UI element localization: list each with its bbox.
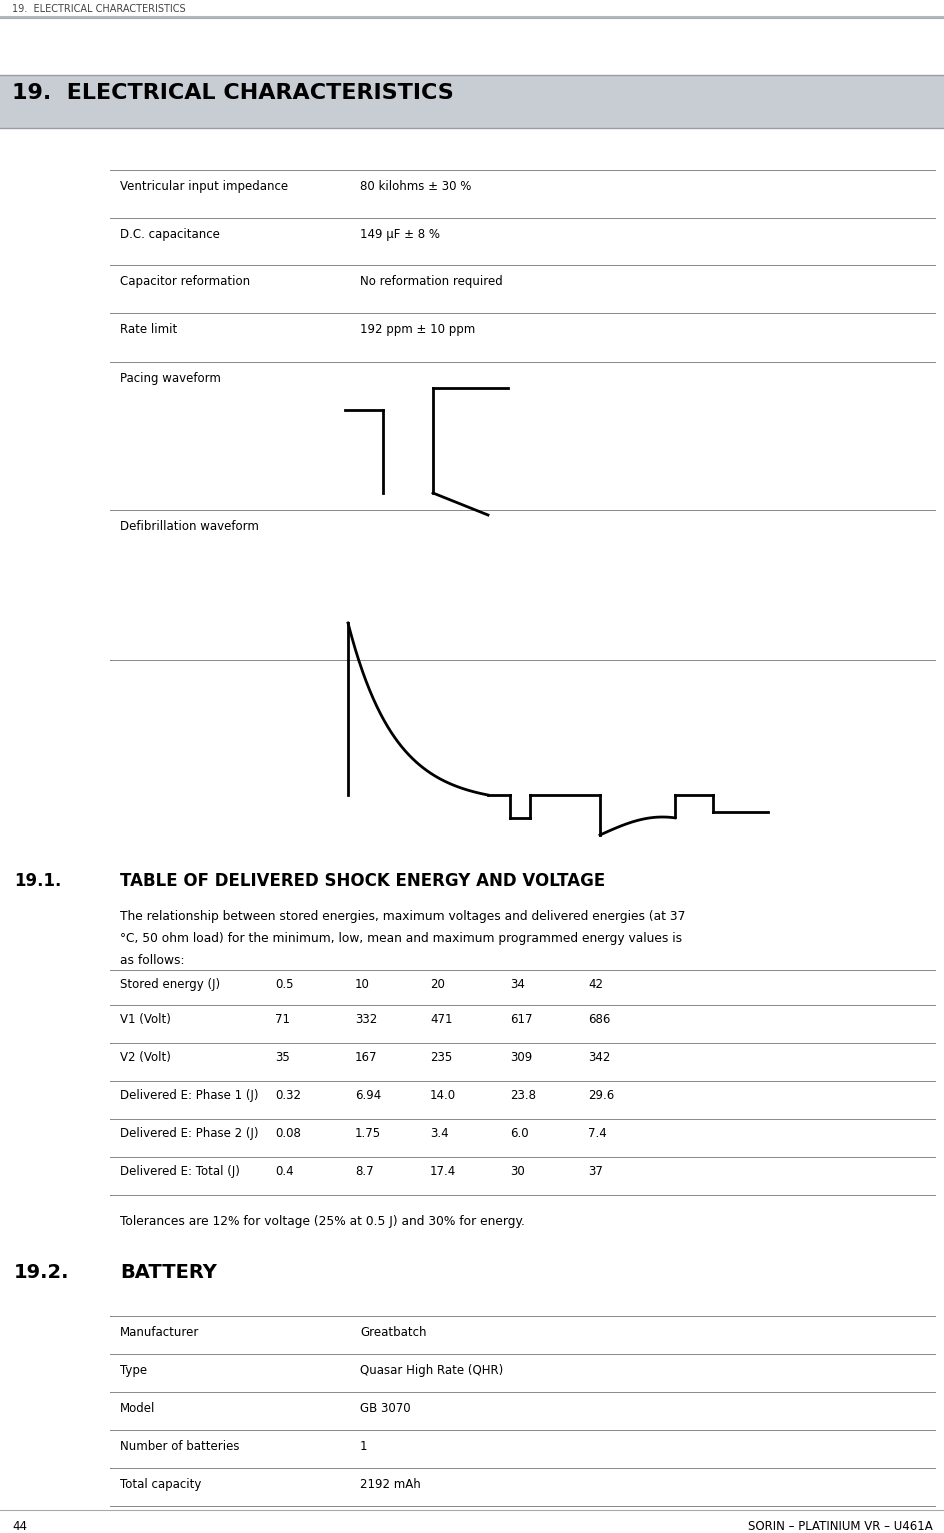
Text: 19.2.: 19.2. xyxy=(14,1263,70,1282)
Text: Stored energy (J): Stored energy (J) xyxy=(120,978,220,990)
Text: 23.8: 23.8 xyxy=(510,1088,535,1102)
Text: 20: 20 xyxy=(430,978,445,990)
Text: 3.4: 3.4 xyxy=(430,1127,448,1141)
Text: 0.5: 0.5 xyxy=(275,978,294,990)
Text: 80 kilohms ± 30 %: 80 kilohms ± 30 % xyxy=(360,179,471,193)
Text: 71: 71 xyxy=(275,1013,290,1026)
Text: TABLE OF DELIVERED SHOCK ENERGY AND VOLTAGE: TABLE OF DELIVERED SHOCK ENERGY AND VOLT… xyxy=(120,872,604,891)
Text: Rate limit: Rate limit xyxy=(120,323,177,336)
Text: 34: 34 xyxy=(510,978,524,990)
Text: 192 ppm ± 10 ppm: 192 ppm ± 10 ppm xyxy=(360,323,475,336)
Text: Quasar High Rate (QHR): Quasar High Rate (QHR) xyxy=(360,1364,503,1377)
Text: V2 (Volt): V2 (Volt) xyxy=(120,1052,171,1064)
Text: 0.32: 0.32 xyxy=(275,1088,301,1102)
Text: as follows:: as follows: xyxy=(120,954,184,967)
Text: 7.4: 7.4 xyxy=(587,1127,606,1141)
Text: 617: 617 xyxy=(510,1013,531,1026)
Text: 309: 309 xyxy=(510,1052,531,1064)
Text: 686: 686 xyxy=(587,1013,610,1026)
Text: 342: 342 xyxy=(587,1052,610,1064)
Text: The relationship between stored energies, maximum voltages and delivered energie: The relationship between stored energies… xyxy=(120,911,684,923)
Text: 1.75: 1.75 xyxy=(355,1127,380,1141)
Text: 19.  ELECTRICAL CHARACTERISTICS: 19. ELECTRICAL CHARACTERISTICS xyxy=(12,5,185,14)
Text: 332: 332 xyxy=(355,1013,377,1026)
Text: Capacitor reformation: Capacitor reformation xyxy=(120,274,250,288)
Text: Defibrillation waveform: Defibrillation waveform xyxy=(120,520,259,533)
Text: BATTERY: BATTERY xyxy=(120,1263,216,1282)
Text: Greatbatch: Greatbatch xyxy=(360,1326,426,1338)
FancyBboxPatch shape xyxy=(0,75,944,127)
Text: 2192 mAh: 2192 mAh xyxy=(360,1478,420,1492)
Text: SORIN – PLATINIUM VR – U461A: SORIN – PLATINIUM VR – U461A xyxy=(748,1521,932,1533)
Text: Delivered E: Phase 2 (J): Delivered E: Phase 2 (J) xyxy=(120,1127,259,1141)
Text: °C, 50 ohm load) for the minimum, low, mean and maximum programmed energy values: °C, 50 ohm load) for the minimum, low, m… xyxy=(120,932,682,944)
Text: 235: 235 xyxy=(430,1052,452,1064)
Text: 0.08: 0.08 xyxy=(275,1127,300,1141)
Text: 6.0: 6.0 xyxy=(510,1127,528,1141)
Text: D.C. capacitance: D.C. capacitance xyxy=(120,228,220,241)
Text: Manufacturer: Manufacturer xyxy=(120,1326,199,1338)
Text: 44: 44 xyxy=(12,1521,27,1533)
Text: Number of batteries: Number of batteries xyxy=(120,1439,239,1453)
Text: 1: 1 xyxy=(360,1439,367,1453)
Text: V1 (Volt): V1 (Volt) xyxy=(120,1013,171,1026)
Text: 19.1.: 19.1. xyxy=(14,872,61,891)
Text: 30: 30 xyxy=(510,1165,524,1177)
Text: 10: 10 xyxy=(355,978,369,990)
Text: 29.6: 29.6 xyxy=(587,1088,614,1102)
Text: Tolerances are 12% for voltage (25% at 0.5 J) and 30% for energy.: Tolerances are 12% for voltage (25% at 0… xyxy=(120,1216,524,1228)
Text: Pacing waveform: Pacing waveform xyxy=(120,373,221,385)
Text: 42: 42 xyxy=(587,978,602,990)
Text: 37: 37 xyxy=(587,1165,602,1177)
Text: 14.0: 14.0 xyxy=(430,1088,456,1102)
Text: GB 3070: GB 3070 xyxy=(360,1403,411,1415)
Text: 0.4: 0.4 xyxy=(275,1165,294,1177)
Text: Model: Model xyxy=(120,1403,155,1415)
Text: 6.94: 6.94 xyxy=(355,1088,380,1102)
Text: 471: 471 xyxy=(430,1013,452,1026)
Text: Delivered E: Phase 1 (J): Delivered E: Phase 1 (J) xyxy=(120,1088,259,1102)
Text: Delivered E: Total (J): Delivered E: Total (J) xyxy=(120,1165,240,1177)
Text: 149 µF ± 8 %: 149 µF ± 8 % xyxy=(360,228,440,241)
Text: 35: 35 xyxy=(275,1052,290,1064)
Text: 19.  ELECTRICAL CHARACTERISTICS: 19. ELECTRICAL CHARACTERISTICS xyxy=(12,83,453,103)
Text: 167: 167 xyxy=(355,1052,377,1064)
Text: Type: Type xyxy=(120,1364,147,1377)
Text: 8.7: 8.7 xyxy=(355,1165,373,1177)
Text: 17.4: 17.4 xyxy=(430,1165,456,1177)
Text: No reformation required: No reformation required xyxy=(360,274,502,288)
Text: Total capacity: Total capacity xyxy=(120,1478,201,1492)
Text: Ventricular input impedance: Ventricular input impedance xyxy=(120,179,288,193)
